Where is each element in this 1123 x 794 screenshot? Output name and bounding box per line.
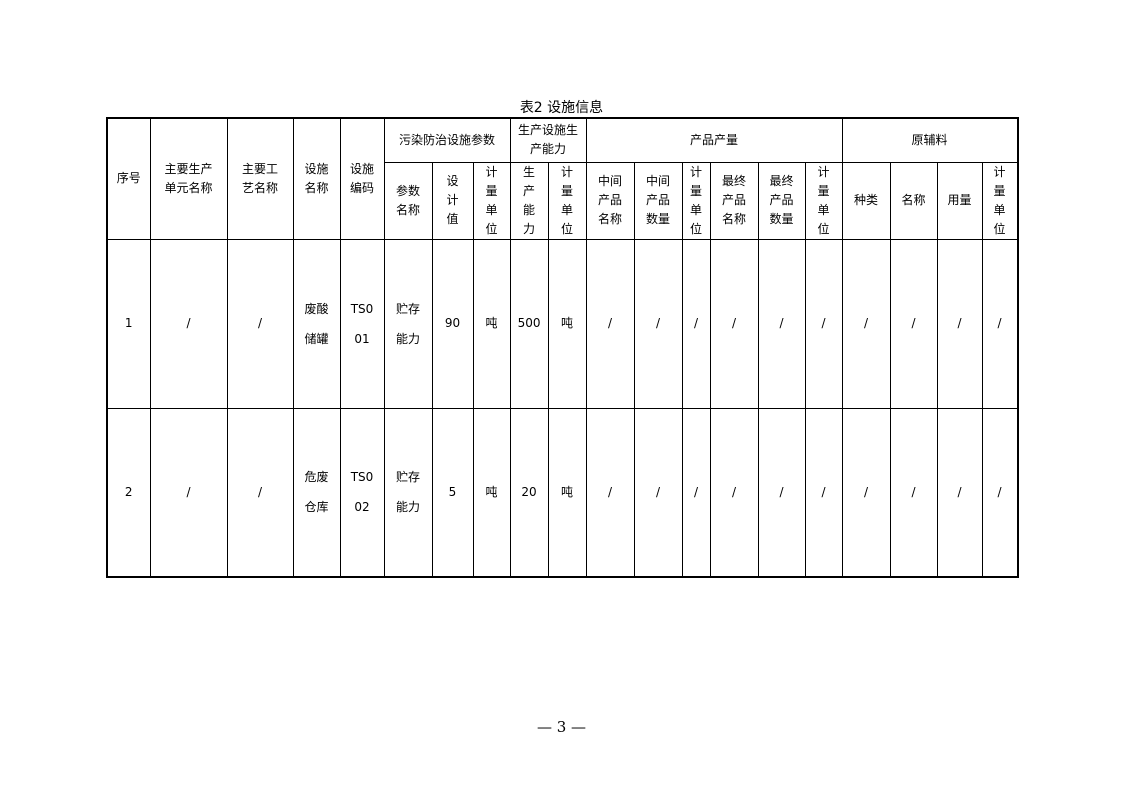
header-raw-materials: 原辅料 <box>841 117 1019 163</box>
cell-intermediate-name: / <box>585 238 635 409</box>
cell-unit: / <box>149 407 228 578</box>
header-material-unit: 计量单位 <box>981 161 1019 240</box>
cell-product-unit-2: / <box>804 238 843 409</box>
cell-facility-name: 危废仓库 <box>292 407 341 578</box>
header-product-unit-1: 计量单位 <box>681 161 711 240</box>
cell-final-qty: / <box>757 407 806 578</box>
header-final-name: 最终产品名称 <box>709 161 759 240</box>
cell-param-unit: 吨 <box>472 407 511 578</box>
table-row: 2 / / 危废仓库 TS002 贮存能力 5 吨 20 吨 / / / / /… <box>106 407 1019 578</box>
cell-design-value: 90 <box>431 238 474 409</box>
header-row-2: 参数名称 设计值 计量单位 生产能力 计量单位 中间产品名称 中间产品数量 计量… <box>107 161 1019 240</box>
cell-intermediate-qty: / <box>633 407 683 578</box>
cell-capacity: 500 <box>509 238 549 409</box>
table-title: 表2 设施信息 <box>519 100 604 116</box>
cell-product-unit-1: / <box>681 238 711 409</box>
facility-table: 序号 主要生产单元名称 主要工艺名称 设施名称 设施编码 污染防治设施参数 生产… <box>106 117 1019 578</box>
cell-capacity: 20 <box>509 407 549 578</box>
header-facility-name: 设施名称 <box>292 117 341 240</box>
cell-facility-name: 废酸储罐 <box>292 238 341 409</box>
header-seq: 序号 <box>106 117 151 240</box>
cell-kind: / <box>841 407 891 578</box>
header-final-qty: 最终产品数量 <box>757 161 806 240</box>
cell-param-unit: 吨 <box>472 238 511 409</box>
header-capacity-unit: 计量单位 <box>547 161 587 240</box>
header-capacity: 生产设施生产能力 <box>509 117 587 163</box>
table-row: 1 / / 废酸储罐 TS001 贮存能力 90 吨 500 吨 / / / /… <box>106 238 1019 409</box>
cell-product-unit-2: / <box>804 407 843 578</box>
cell-final-name: / <box>709 238 759 409</box>
cell-final-name: / <box>709 407 759 578</box>
cell-process: / <box>226 407 294 578</box>
header-unit: 主要生产单元名称 <box>149 117 228 240</box>
header-product-unit-2: 计量单位 <box>804 161 843 240</box>
header-name: 名称 <box>889 161 938 240</box>
cell-facility-code: TS001 <box>339 238 385 409</box>
cell-param-name: 贮存能力 <box>383 407 433 578</box>
cell-capacity-unit: 吨 <box>547 407 587 578</box>
header-process: 主要工艺名称 <box>226 117 294 240</box>
header-pollution-params: 污染防治设施参数 <box>383 117 511 163</box>
cell-intermediate-qty: / <box>633 238 683 409</box>
page-number: — 3 — <box>536 718 587 736</box>
cell-material-unit: / <box>981 238 1019 409</box>
cell-final-qty: / <box>757 238 806 409</box>
cell-seq: 2 <box>106 407 151 578</box>
cell-param-name: 贮存能力 <box>383 238 433 409</box>
header-prod-capacity: 生产能力 <box>509 161 549 240</box>
header-kind: 种类 <box>841 161 891 240</box>
cell-unit: / <box>149 238 228 409</box>
header-param-unit: 计量单位 <box>472 161 511 240</box>
cell-name: / <box>889 407 938 578</box>
cell-capacity-unit: 吨 <box>547 238 587 409</box>
header-usage: 用量 <box>936 161 983 240</box>
cell-usage: / <box>936 407 983 578</box>
cell-seq: 1 <box>106 238 151 409</box>
cell-design-value: 5 <box>431 407 474 578</box>
header-intermediate-name: 中间产品名称 <box>585 161 635 240</box>
cell-product-unit-1: / <box>681 407 711 578</box>
cell-name: / <box>889 238 938 409</box>
cell-intermediate-name: / <box>585 407 635 578</box>
header-param-name: 参数名称 <box>383 161 433 240</box>
header-intermediate-qty: 中间产品数量 <box>633 161 683 240</box>
header-row-1: 序号 主要生产单元名称 主要工艺名称 设施名称 设施编码 污染防治设施参数 生产… <box>106 117 1019 240</box>
cell-facility-code: TS002 <box>339 407 385 578</box>
cell-usage: / <box>936 238 983 409</box>
header-design-value: 设计值 <box>431 161 474 240</box>
header-facility-code: 设施编码 <box>339 117 385 240</box>
header-product-output: 产品产量 <box>585 117 843 163</box>
cell-process: / <box>226 238 294 409</box>
cell-material-unit: / <box>981 407 1019 578</box>
cell-kind: / <box>841 238 891 409</box>
